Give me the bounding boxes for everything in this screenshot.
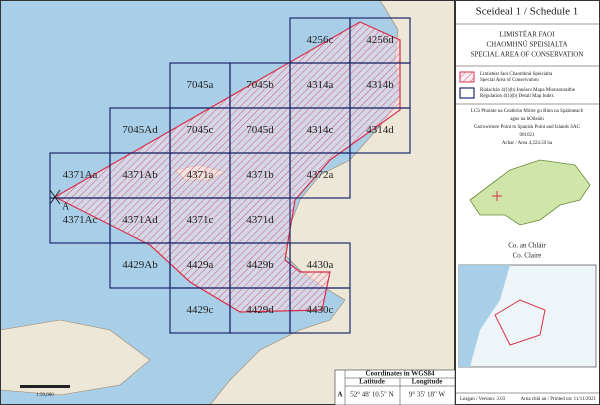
tile-label: 4429Ab <box>122 259 158 271</box>
legend-text: Regulation 4(1)(b) Detail Map Index <box>480 94 554 99</box>
tile-label: 4256d <box>366 34 394 46</box>
coordinates-header: Longitude <box>412 378 443 386</box>
tile-label: 7045d <box>246 124 274 136</box>
site-code: 001021 <box>520 133 536 138</box>
coordinates-point: A <box>337 391 342 399</box>
tile-label: 7045c <box>187 124 214 136</box>
tile-label: 4429a <box>187 259 214 271</box>
tile-label: 7045a <box>187 79 214 91</box>
heading: LIMISTÉAR FAOI <box>500 31 556 39</box>
tile-label: 4314a <box>307 79 334 91</box>
scale-label: 1:50,000 <box>36 393 54 398</box>
county-outline <box>469 159 591 226</box>
printed-date: Arna chlú an / Printed on: 11/11/2021 <box>521 397 597 402</box>
site-name: Carrowmore Point to Spanish Point and Is… <box>474 125 581 130</box>
tile-label: 4429d <box>246 304 274 316</box>
tile-label: 4314b <box>366 79 394 91</box>
tile-label: 4429b <box>246 259 274 271</box>
heading: CHAOMHNÚ SPEISIALTA <box>486 41 567 49</box>
tile-label: 4371a <box>187 169 214 181</box>
legend-text: Special Area of Conservation <box>480 78 539 83</box>
tile-label: 4372a <box>307 169 334 181</box>
tile-label: 4314c <box>307 124 334 136</box>
panel-title: Sceideal 1 / Schedule 1 <box>476 6 579 18</box>
tile-label: 4256c <box>307 34 334 46</box>
tile-label: 4371Ac <box>63 214 98 226</box>
coordinates-box <box>334 369 456 405</box>
coordinates-title: Coordinates in WGS84 <box>365 370 435 378</box>
coordinates-value: 9° 35' 18" W <box>409 391 446 399</box>
index-tile <box>289 152 351 199</box>
tile-label: 4371c <box>187 214 214 226</box>
tile-label: 4371d <box>246 214 274 226</box>
tile-label: 4371b <box>246 169 274 181</box>
tile-label: 4430c <box>307 304 334 316</box>
tile-label: 4371Ad <box>122 214 158 226</box>
legend-text: Rialachán 4(1)(b) Innéacs Mapa Mionsonra… <box>480 88 576 93</box>
legend-swatch <box>459 87 475 99</box>
legend-text: Limistéar faoi Chaomhnú Speisialta <box>480 72 553 77</box>
sac-boundary <box>53 21 401 313</box>
site-name: LCS Phointe na Ceathrún Móire go Rinn na… <box>471 109 584 114</box>
tile-label: 7045Ad <box>122 124 158 136</box>
legend-swatch <box>459 71 475 83</box>
county-name: Co. an Chláir <box>508 242 546 250</box>
tile-label: 4314d <box>366 124 394 136</box>
tile-label: 4430a <box>307 259 334 271</box>
tile-label: 7045b <box>246 79 274 91</box>
tile-label: 4371Aa <box>63 169 98 181</box>
overview-boundary <box>494 299 546 346</box>
heading: SPECIAL AREA OF CONSERVATION <box>471 51 584 59</box>
index-tile <box>349 107 411 154</box>
overview-sea <box>459 265 510 367</box>
tile-label: 4371Ab <box>122 169 158 181</box>
land <box>0 319 151 396</box>
site-name: agus na hOileáin <box>510 117 544 122</box>
tile-label: 4429c <box>187 304 214 316</box>
index-tile <box>289 287 351 334</box>
coordinates-header: Latitude <box>359 378 385 386</box>
coordinates-value: 52° 48' 10.5" N <box>350 391 393 399</box>
county-name: Co. Claire <box>513 252 542 260</box>
scale-bar <box>20 385 70 388</box>
version: Leagan / Version: 3.03 <box>460 397 506 402</box>
point-label: A <box>62 201 70 212</box>
site-area: Achar / Area 4,224.50 ha <box>502 141 553 146</box>
point-marker <box>49 189 61 205</box>
